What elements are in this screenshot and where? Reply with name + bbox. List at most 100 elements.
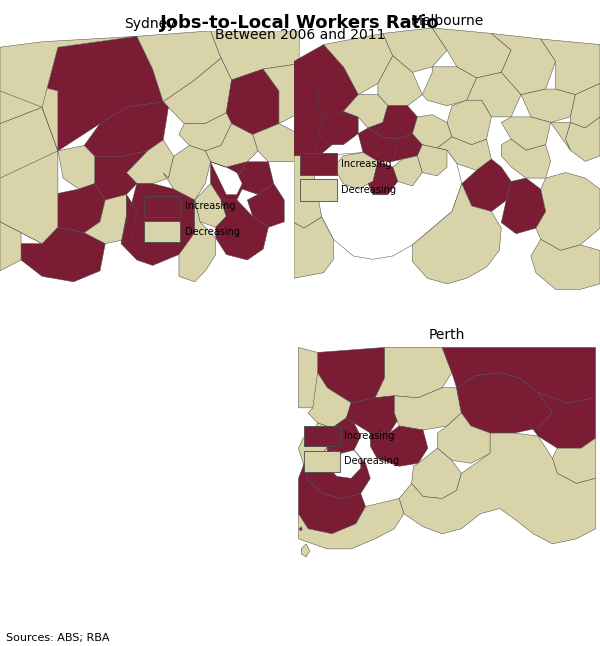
Polygon shape — [399, 433, 596, 544]
Polygon shape — [314, 145, 462, 259]
Polygon shape — [247, 183, 284, 227]
Polygon shape — [298, 348, 327, 408]
Polygon shape — [226, 69, 279, 134]
Polygon shape — [298, 463, 365, 534]
Polygon shape — [211, 31, 300, 80]
Polygon shape — [368, 162, 398, 195]
Polygon shape — [299, 526, 302, 531]
Polygon shape — [467, 72, 521, 117]
Polygon shape — [442, 348, 596, 403]
Title: Melbourne: Melbourne — [410, 14, 484, 28]
Polygon shape — [317, 448, 327, 466]
Title: Perth: Perth — [429, 328, 465, 342]
Polygon shape — [163, 58, 232, 123]
Polygon shape — [58, 145, 95, 189]
Polygon shape — [47, 183, 105, 233]
Polygon shape — [412, 448, 461, 499]
Text: Jobs-to-Local Workers Ratio: Jobs-to-Local Workers Ratio — [160, 14, 440, 32]
Polygon shape — [553, 438, 596, 483]
Polygon shape — [298, 423, 332, 463]
Polygon shape — [437, 137, 491, 171]
Polygon shape — [0, 151, 58, 244]
Polygon shape — [211, 162, 247, 200]
Polygon shape — [457, 373, 553, 433]
Bar — [144, 222, 180, 242]
Text: Increasing: Increasing — [185, 202, 235, 211]
Polygon shape — [294, 217, 334, 278]
Polygon shape — [368, 106, 418, 139]
Polygon shape — [393, 134, 422, 162]
Polygon shape — [551, 123, 571, 151]
Polygon shape — [536, 172, 600, 251]
Polygon shape — [211, 162, 242, 194]
Polygon shape — [216, 200, 268, 260]
Polygon shape — [0, 36, 137, 107]
Polygon shape — [531, 239, 600, 289]
Polygon shape — [179, 200, 216, 282]
Polygon shape — [0, 107, 58, 178]
Polygon shape — [308, 373, 351, 428]
Polygon shape — [541, 39, 600, 95]
Polygon shape — [418, 145, 447, 176]
Polygon shape — [343, 95, 388, 128]
Polygon shape — [462, 159, 511, 211]
Polygon shape — [303, 448, 370, 499]
Polygon shape — [422, 67, 476, 106]
Title: Sydney: Sydney — [124, 17, 176, 31]
Polygon shape — [378, 56, 422, 106]
Polygon shape — [237, 162, 274, 194]
Polygon shape — [42, 36, 163, 151]
Polygon shape — [0, 189, 58, 244]
Polygon shape — [319, 111, 358, 145]
Polygon shape — [84, 102, 169, 156]
Polygon shape — [263, 63, 300, 123]
Bar — [304, 426, 340, 446]
Polygon shape — [121, 183, 195, 266]
Polygon shape — [95, 151, 148, 200]
Polygon shape — [298, 499, 404, 549]
Text: Decreasing: Decreasing — [185, 227, 239, 237]
Polygon shape — [294, 156, 322, 228]
Polygon shape — [358, 128, 403, 162]
Polygon shape — [323, 34, 393, 95]
Polygon shape — [322, 418, 361, 453]
Polygon shape — [412, 115, 452, 148]
Polygon shape — [0, 222, 21, 271]
Polygon shape — [127, 140, 173, 183]
Polygon shape — [412, 183, 501, 284]
Polygon shape — [501, 117, 551, 151]
Polygon shape — [375, 348, 452, 398]
Polygon shape — [0, 85, 58, 151]
Polygon shape — [491, 34, 556, 95]
Polygon shape — [253, 123, 300, 162]
Polygon shape — [571, 83, 600, 128]
Polygon shape — [195, 183, 226, 227]
Polygon shape — [21, 227, 105, 282]
Polygon shape — [437, 413, 490, 463]
Polygon shape — [163, 145, 211, 200]
Polygon shape — [501, 178, 546, 234]
Bar — [304, 451, 340, 472]
Text: Sources: ABS; RBA: Sources: ABS; RBA — [6, 633, 110, 643]
Polygon shape — [319, 67, 358, 117]
Polygon shape — [294, 45, 343, 156]
Bar — [144, 196, 180, 217]
Text: Decreasing: Decreasing — [341, 185, 397, 195]
Polygon shape — [84, 194, 137, 244]
Polygon shape — [501, 139, 551, 178]
Polygon shape — [432, 28, 511, 78]
Polygon shape — [383, 28, 447, 72]
Polygon shape — [314, 111, 343, 156]
Polygon shape — [346, 396, 399, 433]
Text: Increasing: Increasing — [344, 431, 395, 441]
Text: Increasing: Increasing — [341, 159, 392, 169]
Bar — [300, 153, 337, 175]
Polygon shape — [447, 100, 491, 145]
Bar — [300, 180, 337, 201]
Polygon shape — [529, 393, 596, 448]
Polygon shape — [137, 31, 221, 102]
Text: Decreasing: Decreasing — [344, 456, 400, 466]
Polygon shape — [565, 117, 600, 162]
Text: Between 2006 and 2011: Between 2006 and 2011 — [215, 28, 385, 43]
Polygon shape — [327, 450, 361, 479]
